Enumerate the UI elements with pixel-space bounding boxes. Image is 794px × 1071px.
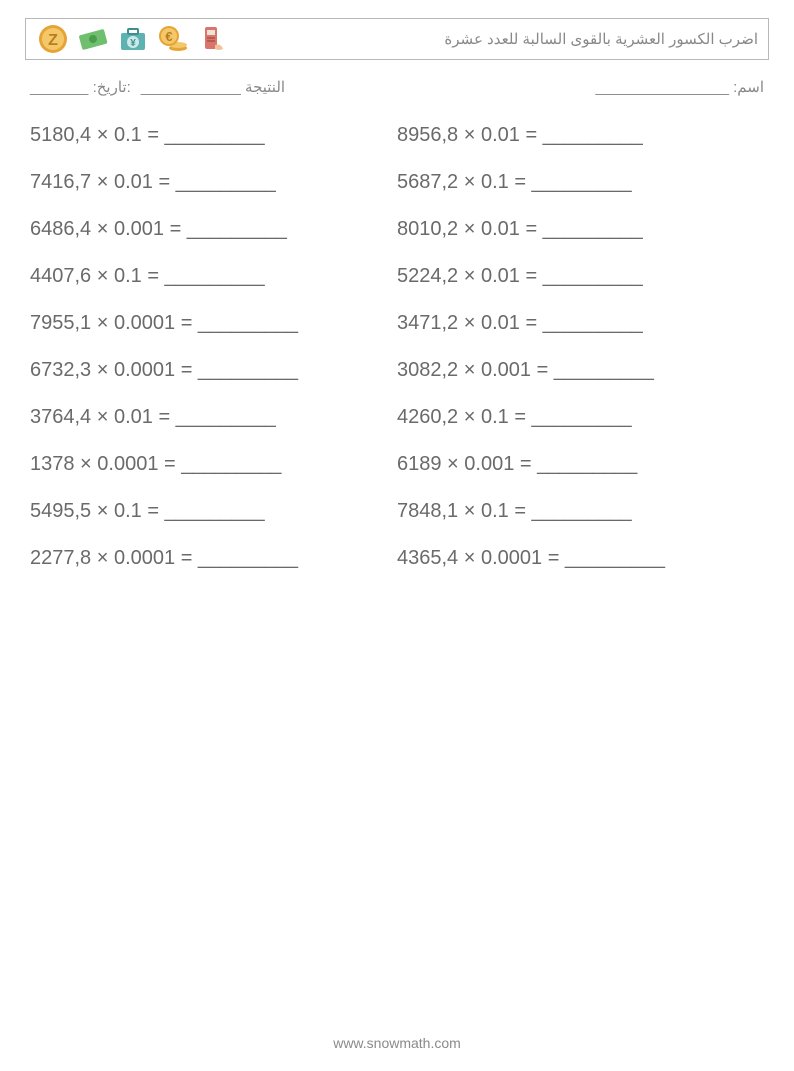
problem-cell: 8956,8 × 0.01 = _________ bbox=[397, 124, 764, 147]
problem-row: 5495,5 × 0.1 = _________ 7848,1 × 0.1 = … bbox=[30, 500, 764, 523]
problem-cell: 5224,2 × 0.01 = _________ bbox=[397, 265, 764, 288]
problem-cell: 6189 × 0.001 = _________ bbox=[397, 453, 764, 476]
problem-cell: 4365,4 × 0.0001 = _________ bbox=[397, 547, 764, 570]
problem-cell: 7848,1 × 0.1 = _________ bbox=[397, 500, 764, 523]
svg-text:¥: ¥ bbox=[130, 38, 136, 49]
score-field-label: النتيجة ____________ bbox=[141, 78, 285, 96]
euro-coins-icon: € bbox=[156, 22, 190, 56]
problem-cell: 4260,2 × 0.1 = _________ bbox=[397, 406, 764, 429]
problem-row: 1378 × 0.0001 = _________ 6189 × 0.001 =… bbox=[30, 453, 764, 476]
problem-cell: 6732,3 × 0.0001 = _________ bbox=[30, 359, 397, 382]
problem-cell: 7955,1 × 0.0001 = _________ bbox=[30, 312, 397, 335]
info-right-group: النتيجة ____________ :تاريخ: _______ bbox=[30, 78, 285, 96]
problem-row: 6732,3 × 0.0001 = _________ 3082,2 × 0.0… bbox=[30, 359, 764, 382]
problem-cell: 3082,2 × 0.001 = _________ bbox=[397, 359, 764, 382]
problem-row: 4407,6 × 0.1 = _________ 5224,2 × 0.01 =… bbox=[30, 265, 764, 288]
problem-cell: 6486,4 × 0.001 = _________ bbox=[30, 218, 397, 241]
problem-cell: 1378 × 0.0001 = _________ bbox=[30, 453, 397, 476]
svg-text:€: € bbox=[165, 29, 172, 44]
problem-row: 5180,4 × 0.1 = _________ 8956,8 × 0.01 =… bbox=[30, 124, 764, 147]
worksheet-header: Z ¥ € bbox=[25, 18, 769, 60]
briefcase-yen-icon: ¥ bbox=[116, 22, 150, 56]
cash-icon bbox=[76, 22, 110, 56]
problem-cell: 8010,2 × 0.01 = _________ bbox=[397, 218, 764, 241]
card-reader-icon bbox=[196, 22, 230, 56]
problem-row: 2277,8 × 0.0001 = _________ 4365,4 × 0.0… bbox=[30, 547, 764, 570]
svg-text:Z: Z bbox=[48, 32, 58, 49]
date-field-label: :تاريخ: _______ bbox=[30, 78, 131, 96]
problem-cell: 7416,7 × 0.01 = _________ bbox=[30, 171, 397, 194]
problems-grid: 5180,4 × 0.1 = _________ 8956,8 × 0.01 =… bbox=[30, 124, 764, 570]
problem-row: 7955,1 × 0.0001 = _________ 3471,2 × 0.0… bbox=[30, 312, 764, 335]
footer-url: www.snowmath.com bbox=[0, 1035, 794, 1051]
header-icons: Z ¥ € bbox=[36, 22, 230, 56]
problem-cell: 5495,5 × 0.1 = _________ bbox=[30, 500, 397, 523]
problem-row: 7416,7 × 0.01 = _________ 5687,2 × 0.1 =… bbox=[30, 171, 764, 194]
name-field-label: اسم: ________________ bbox=[595, 78, 764, 96]
problem-cell: 5180,4 × 0.1 = _________ bbox=[30, 124, 397, 147]
coin-z-icon: Z bbox=[36, 22, 70, 56]
problem-row: 3764,4 × 0.01 = _________ 4260,2 × 0.1 =… bbox=[30, 406, 764, 429]
problem-cell: 5687,2 × 0.1 = _________ bbox=[397, 171, 764, 194]
problem-cell: 4407,6 × 0.1 = _________ bbox=[30, 265, 397, 288]
problem-cell: 2277,8 × 0.0001 = _________ bbox=[30, 547, 397, 570]
worksheet-title: اضرب الكسور العشرية بالقوى السالبة للعدد… bbox=[444, 30, 758, 48]
problem-cell: 3764,4 × 0.01 = _________ bbox=[30, 406, 397, 429]
info-line: اسم: ________________ النتيجة __________… bbox=[30, 78, 764, 96]
problem-cell: 3471,2 × 0.01 = _________ bbox=[397, 312, 764, 335]
problem-row: 6486,4 × 0.001 = _________ 8010,2 × 0.01… bbox=[30, 218, 764, 241]
